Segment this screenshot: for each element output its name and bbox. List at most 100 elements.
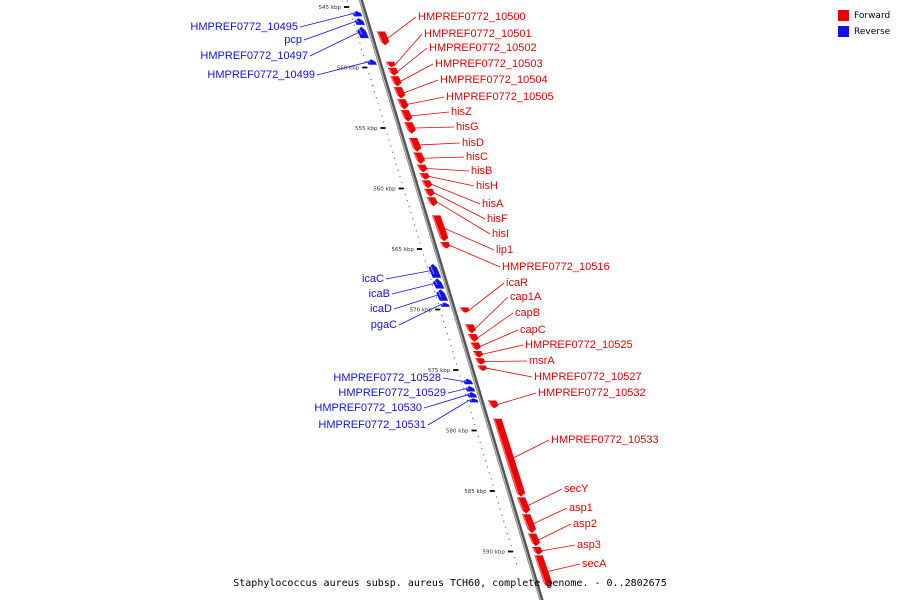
minor-tick — [362, 54, 365, 57]
gene-shade — [404, 122, 410, 131]
forward-swatch — [838, 10, 849, 21]
gene-block — [396, 98, 410, 111]
label-leader — [398, 304, 441, 326]
minor-tick — [443, 321, 445, 323]
gene-label: hisC — [466, 151, 488, 163]
minor-tick — [430, 278, 432, 280]
gene-shade — [400, 110, 406, 119]
gene-shade — [388, 68, 392, 73]
label-leader — [527, 488, 563, 506]
gene-label: HMPREF0772_10499 — [207, 69, 315, 81]
label-leader — [442, 377, 464, 382]
minor-tick — [386, 133, 388, 135]
gene-block — [471, 350, 485, 359]
gene-shade — [353, 11, 356, 15]
minor-tick — [441, 314, 443, 317]
label-leader — [400, 63, 434, 82]
minor-tick — [419, 242, 421, 244]
gene-block — [468, 397, 480, 403]
gene-block — [423, 188, 436, 198]
gene-shade — [432, 215, 442, 238]
gene-label: HMPREF0772_10495 — [190, 21, 298, 33]
minor-tick — [470, 411, 472, 413]
label-leader — [447, 388, 467, 394]
gene-block — [439, 301, 451, 308]
gene-block — [463, 323, 477, 335]
label-leader — [480, 329, 519, 347]
gene-shade — [440, 302, 444, 306]
gene-label: icaD — [370, 303, 392, 315]
minor-tick — [415, 230, 417, 232]
gene-block — [439, 241, 452, 250]
minor-tick — [417, 236, 419, 238]
gene-shade — [386, 62, 390, 66]
gene-label: icaR — [506, 277, 528, 289]
gene-block — [399, 109, 413, 123]
scale-label: 550 kbp — [337, 66, 360, 72]
gene-shade — [367, 59, 371, 64]
label-leader — [538, 523, 572, 541]
gene-block — [464, 385, 477, 393]
label-leader — [428, 176, 475, 187]
minor-tick — [364, 60, 366, 63]
minor-tick — [352, 18, 354, 20]
minor-tick — [499, 508, 501, 510]
scale-label: 570 kbp — [410, 308, 433, 314]
gene-block — [389, 75, 403, 88]
gene-shade — [473, 351, 477, 356]
gene-shade — [463, 379, 467, 383]
gene-block — [521, 513, 537, 534]
minor-tick — [486, 466, 488, 468]
minor-tick — [423, 254, 425, 256]
gene-shade — [355, 18, 359, 23]
label-leader — [486, 367, 533, 378]
gene-shade — [377, 31, 383, 42]
label-leader — [410, 111, 450, 117]
gene-shade — [409, 138, 415, 149]
minor-tick — [448, 339, 450, 341]
minor-tick — [372, 85, 374, 87]
gene-block — [418, 172, 431, 181]
label-leader — [433, 192, 486, 220]
minor-tick — [401, 181, 403, 184]
gene-shade — [440, 242, 444, 247]
gene-shade — [424, 189, 429, 194]
gene-label: icaB — [369, 288, 390, 300]
gene-block — [375, 30, 391, 47]
minor-tick — [393, 157, 396, 159]
minor-tick — [468, 405, 470, 407]
label-leader — [427, 399, 470, 426]
gene-shade — [357, 27, 363, 35]
scale-label: 565 kbp — [391, 247, 414, 253]
gene-block — [386, 67, 400, 77]
gene-label: cap1A — [510, 291, 542, 303]
gene-label: hisB — [471, 165, 492, 177]
gene-block — [425, 196, 439, 208]
minor-tick — [346, 0, 348, 2]
gene-shade — [488, 400, 492, 406]
gene-block — [392, 86, 407, 100]
legend-item-reverse: Reverse — [838, 24, 890, 39]
gene-label: capB — [515, 307, 540, 319]
gene-shade — [413, 152, 419, 161]
minor-tick — [459, 375, 461, 377]
minor-tick — [505, 526, 507, 528]
gene-label: HMPREF0772_10531 — [318, 419, 426, 431]
gene-shade — [417, 164, 421, 170]
gene-label: hisG — [456, 121, 479, 133]
gene-shade — [419, 173, 424, 178]
minor-tick — [406, 200, 408, 202]
minor-tick — [446, 333, 448, 335]
genome-backbone — [358, 0, 544, 600]
minor-tick — [413, 224, 416, 226]
minor-tick — [454, 357, 456, 359]
minor-tick — [424, 260, 427, 262]
reverse-swatch — [838, 26, 849, 37]
gene-shade — [467, 392, 471, 396]
gene-shade — [532, 547, 536, 553]
minor-tick — [353, 24, 356, 26]
minor-tick — [503, 520, 505, 522]
minor-tick — [379, 109, 381, 111]
gene-block — [469, 341, 482, 352]
